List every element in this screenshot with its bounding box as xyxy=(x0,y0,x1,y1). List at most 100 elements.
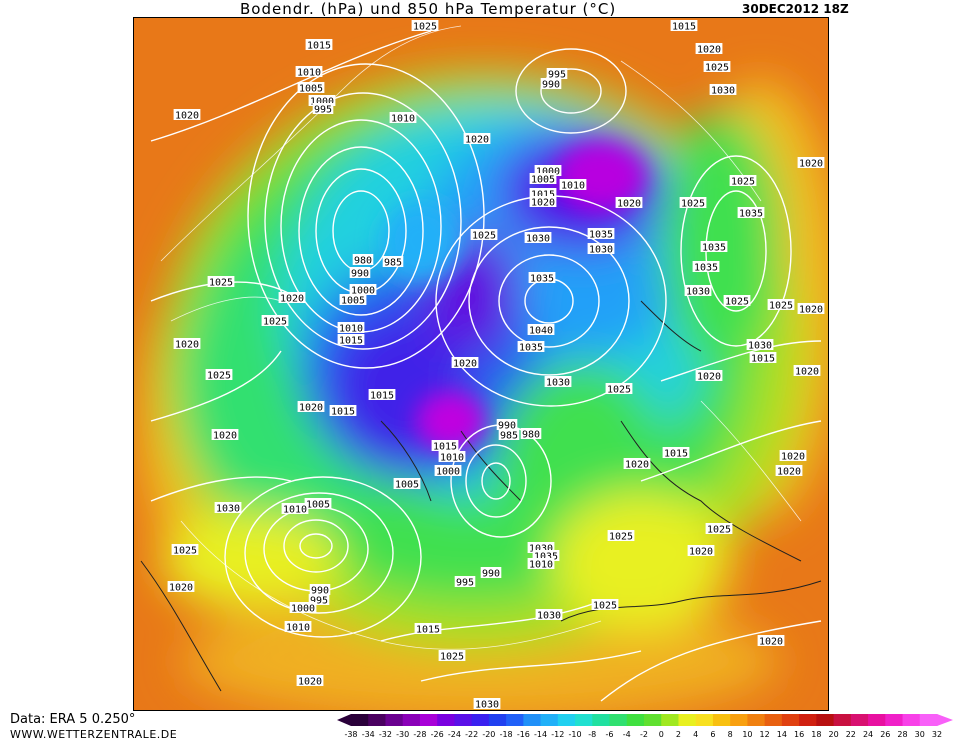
data-source-label: Data: ERA 5 0.250° xyxy=(10,712,136,727)
isobar-label-text: 1025 xyxy=(731,177,755,188)
isobar-label-text: 1025 xyxy=(413,22,437,33)
isobar-label: 1020 xyxy=(615,197,643,210)
colorbar-swatch xyxy=(678,714,697,726)
isobar-label-text: 1025 xyxy=(705,63,729,74)
colorbar-swatch xyxy=(747,714,766,726)
colorbar-tick-label: 14 xyxy=(777,730,787,739)
isobar-label-text: 1020 xyxy=(169,583,193,594)
isobar-label: 1030 xyxy=(473,698,501,711)
isobar-label: 1010 xyxy=(389,112,417,125)
isobar-label-text: 1020 xyxy=(453,359,477,370)
colorbar-tick-label: -12 xyxy=(551,730,564,739)
isobar-label: 1010 xyxy=(559,179,587,192)
isobar-label-text: 1020 xyxy=(795,367,819,378)
colorbar-swatch xyxy=(919,714,938,726)
isobar-label-text: 1015 xyxy=(672,22,696,33)
isobar-label-text: 980 xyxy=(354,256,372,267)
isobar-label-text: 1000 xyxy=(310,97,334,108)
map-title: Bodendr. (hPa) und 850 hPa Temperatur (°… xyxy=(240,0,617,18)
isobar-label: 1025 xyxy=(261,315,289,328)
isobar-label: 1015 xyxy=(529,188,557,201)
isobar-label-text: 1025 xyxy=(207,371,231,382)
colorbar-swatch xyxy=(712,714,731,726)
isobar-label-text: 1020 xyxy=(280,294,304,305)
isobar-label-text: 1015 xyxy=(370,391,394,402)
isobar-label-text: 1035 xyxy=(519,343,543,354)
temperature-colorbar: -38 -34 -32 -30 -28 -26 -24 -22 -20 -18 -16 -14 -12-… xyxy=(337,714,953,739)
isobar-label-text: 1035 xyxy=(694,263,718,274)
isobar-label-text: 1020 xyxy=(531,198,555,209)
isobar-label: 1020 xyxy=(695,370,723,383)
isobar-label: 990 xyxy=(309,584,331,597)
isobar-label-text: 1020 xyxy=(175,340,199,351)
colorbar-swatch xyxy=(764,714,783,726)
isobar-label: 1025 xyxy=(705,523,733,536)
isobar-label: 1035 xyxy=(532,550,560,563)
isobar-label-text: 1015 xyxy=(416,625,440,636)
colorbar-swatch xyxy=(488,714,507,726)
colorbar-swatch xyxy=(419,714,438,726)
isobar-label-text: 1025 xyxy=(725,297,749,308)
isobar-label: 990 xyxy=(540,78,562,91)
isobar-label-text: 1015 xyxy=(664,449,688,460)
colorbar-tick-label: 8 xyxy=(728,730,733,739)
isobar-label: 1015 xyxy=(670,20,698,33)
isobar-label: 1020 xyxy=(173,338,201,351)
colorbar-swatch xyxy=(626,714,645,726)
colorbar-tick-label: -4 xyxy=(623,730,631,739)
isobar-label: 1005 xyxy=(529,173,557,186)
isobar-label-text: 1020 xyxy=(777,467,801,478)
isobar-label-text: 995 xyxy=(314,105,332,116)
isobar-label: 1015 xyxy=(329,405,357,418)
colorbar-tick-label: -20 xyxy=(482,730,495,739)
isobar-label-text: 1030 xyxy=(686,287,710,298)
isobar-label: 1035 xyxy=(692,261,720,274)
isobar-label: 995 xyxy=(546,68,568,81)
isobar-label: 1030 xyxy=(544,376,572,389)
isobar-label-text: 1020 xyxy=(799,305,823,316)
isobar-label: 1025 xyxy=(438,650,466,663)
isobar-label: 1025 xyxy=(723,295,751,308)
colorbar-swatch xyxy=(644,714,662,726)
isobar-label: 1020 xyxy=(695,43,723,56)
isobar-label: 1020 xyxy=(167,581,195,594)
isobar-label-text: 1010 xyxy=(529,560,553,571)
isobar-label: 1020 xyxy=(775,465,803,478)
colorbar-swatch xyxy=(609,714,628,726)
isobar-label-text: 1020 xyxy=(697,45,721,56)
isobar-label: 1025 xyxy=(607,530,635,543)
isobar-label-text: 1015 xyxy=(331,407,355,418)
isobar-label: 990 xyxy=(496,419,518,432)
isobar-label: 1040 xyxy=(527,324,555,337)
isobar-label-text: 1005 xyxy=(531,175,555,186)
isobar-label-text: 1010 xyxy=(297,68,321,79)
colorbar-tick-label: 16 xyxy=(794,730,804,739)
isobar-label: 1030 xyxy=(535,609,563,622)
isobar-label: 1025 xyxy=(470,229,498,242)
isobar-label: 1020 xyxy=(297,401,325,414)
isobar-label: 1000 xyxy=(308,95,336,108)
website-label: WWW.WETTERZENTRALE.DE xyxy=(10,728,178,741)
colorbar-tick-label: 28 xyxy=(897,730,907,739)
isobar-label-text: 1010 xyxy=(283,505,307,516)
isobar-label-text: 1015 xyxy=(433,442,457,453)
isobar-label: 1020 xyxy=(173,109,201,122)
isobar-label-text: 1000 xyxy=(436,467,460,478)
isobar-label-text: 1030 xyxy=(475,700,499,711)
isobar-label: 1000 xyxy=(289,602,317,615)
isobar-label: 1020 xyxy=(757,635,785,648)
colorbar-tick-label: 0 xyxy=(659,730,664,739)
isobar-label: 1015 xyxy=(431,440,459,453)
colorbar-swatch xyxy=(592,714,611,726)
colorbar-tick-label: -34 xyxy=(362,730,375,739)
isobar-label-text: 990 xyxy=(351,269,369,280)
isobar-label: 1020 xyxy=(623,458,651,471)
isobar-label-text: 990 xyxy=(498,421,516,432)
isobar-label-text: 1030 xyxy=(546,378,570,389)
isobar-label-text: 1010 xyxy=(561,181,585,192)
isobar-label-text: 1000 xyxy=(536,167,560,178)
colorbar-tick-label: 32 xyxy=(932,730,942,739)
isobar-label-text: 1025 xyxy=(593,601,617,612)
colorbar-swatch xyxy=(575,714,593,726)
